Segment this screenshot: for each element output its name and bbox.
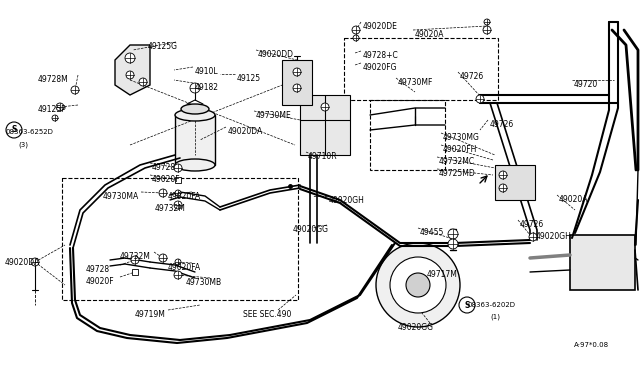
Circle shape [459, 297, 475, 313]
Ellipse shape [175, 109, 215, 121]
Text: 49182: 49182 [195, 83, 219, 92]
Text: 08363-6202D: 08363-6202D [468, 302, 516, 308]
Text: 49020FA: 49020FA [168, 263, 201, 272]
Circle shape [174, 271, 182, 279]
Text: 49730MF: 49730MF [398, 78, 433, 87]
Text: 49730MG: 49730MG [443, 133, 480, 142]
Circle shape [175, 190, 181, 196]
Circle shape [499, 171, 507, 179]
Circle shape [529, 233, 537, 241]
Text: (1): (1) [490, 314, 500, 321]
Polygon shape [115, 45, 150, 95]
Text: SEE SEC.490: SEE SEC.490 [243, 310, 291, 319]
Circle shape [71, 86, 79, 94]
Circle shape [56, 103, 64, 111]
Text: 49730ME: 49730ME [256, 111, 292, 120]
Text: 49726: 49726 [520, 220, 544, 229]
Circle shape [406, 273, 430, 297]
Circle shape [353, 35, 359, 41]
Text: 49726: 49726 [460, 72, 484, 81]
Circle shape [126, 71, 134, 79]
Text: 4910L: 4910L [195, 67, 219, 76]
Text: 49455: 49455 [420, 228, 444, 237]
Circle shape [376, 243, 460, 327]
Circle shape [190, 83, 200, 93]
Text: 49728: 49728 [152, 163, 176, 172]
Text: 49020DD: 49020DD [258, 50, 294, 59]
Text: 49020A: 49020A [415, 30, 445, 39]
Text: 49732MC: 49732MC [439, 157, 475, 166]
Text: 49020DA: 49020DA [5, 258, 40, 267]
Text: 49020DA: 49020DA [228, 127, 263, 136]
Circle shape [174, 201, 182, 209]
Bar [495, 165, 535, 200]
Text: 49020F: 49020F [86, 277, 115, 286]
Circle shape [483, 26, 491, 34]
Circle shape [390, 257, 446, 313]
Text: A·97*0.08: A·97*0.08 [574, 342, 609, 348]
Circle shape [293, 84, 301, 92]
Circle shape [125, 53, 135, 63]
Bar [132, 269, 138, 275]
Text: 49125P: 49125P [38, 105, 67, 114]
Text: 49728: 49728 [86, 265, 110, 274]
Text: 49732M: 49732M [155, 204, 186, 213]
Ellipse shape [181, 104, 209, 114]
Text: 49020FG: 49020FG [363, 63, 397, 72]
Bar [570, 235, 635, 290]
Circle shape [321, 103, 329, 111]
Circle shape [293, 68, 301, 76]
Text: 49020A: 49020A [559, 195, 589, 204]
Text: 49020GG: 49020GG [293, 225, 329, 234]
Bar [175, 177, 181, 183]
Text: 49732M: 49732M [120, 252, 151, 261]
Bar [370, 100, 445, 170]
Text: 49725MD: 49725MD [439, 169, 476, 178]
Text: 49125: 49125 [237, 74, 261, 83]
Text: S: S [12, 125, 17, 135]
Text: 49020F: 49020F [152, 175, 180, 184]
Text: S: S [464, 301, 470, 310]
Circle shape [499, 184, 507, 192]
Text: 49730MB: 49730MB [186, 278, 222, 287]
Text: (3): (3) [18, 141, 28, 148]
Bar [344, 38, 498, 100]
Circle shape [159, 189, 167, 197]
Circle shape [131, 256, 139, 264]
Bar [282, 60, 312, 105]
Bar [175, 115, 215, 165]
Circle shape [52, 115, 58, 121]
Text: 49125G: 49125G [148, 42, 178, 51]
Ellipse shape [175, 159, 215, 171]
Circle shape [448, 239, 458, 249]
Text: 49726: 49726 [490, 120, 515, 129]
Bar [300, 95, 350, 155]
Circle shape [448, 229, 458, 239]
Text: 49720: 49720 [574, 80, 598, 89]
Text: 49719M: 49719M [135, 310, 166, 319]
Text: 49730MA: 49730MA [103, 192, 140, 201]
Text: 49717M: 49717M [427, 270, 458, 279]
Circle shape [352, 26, 360, 34]
Circle shape [31, 258, 39, 266]
Circle shape [175, 259, 181, 265]
Text: 49020DE: 49020DE [363, 22, 398, 31]
Circle shape [139, 78, 147, 86]
Bar [62, 178, 298, 300]
Circle shape [484, 19, 490, 25]
Text: 49020GH: 49020GH [536, 232, 572, 241]
Text: 08363-6252D: 08363-6252D [5, 129, 53, 135]
Circle shape [6, 122, 22, 138]
Text: 49020FA: 49020FA [168, 192, 201, 201]
Circle shape [174, 164, 182, 172]
Text: 49728+C: 49728+C [363, 51, 399, 60]
Text: 49020FH: 49020FH [443, 145, 477, 154]
Circle shape [476, 95, 484, 103]
Circle shape [159, 254, 167, 262]
Text: 49020GG: 49020GG [398, 323, 434, 332]
Text: 49728M: 49728M [38, 75, 68, 84]
Text: 49020GH: 49020GH [329, 196, 365, 205]
Text: 49710R: 49710R [308, 152, 338, 161]
